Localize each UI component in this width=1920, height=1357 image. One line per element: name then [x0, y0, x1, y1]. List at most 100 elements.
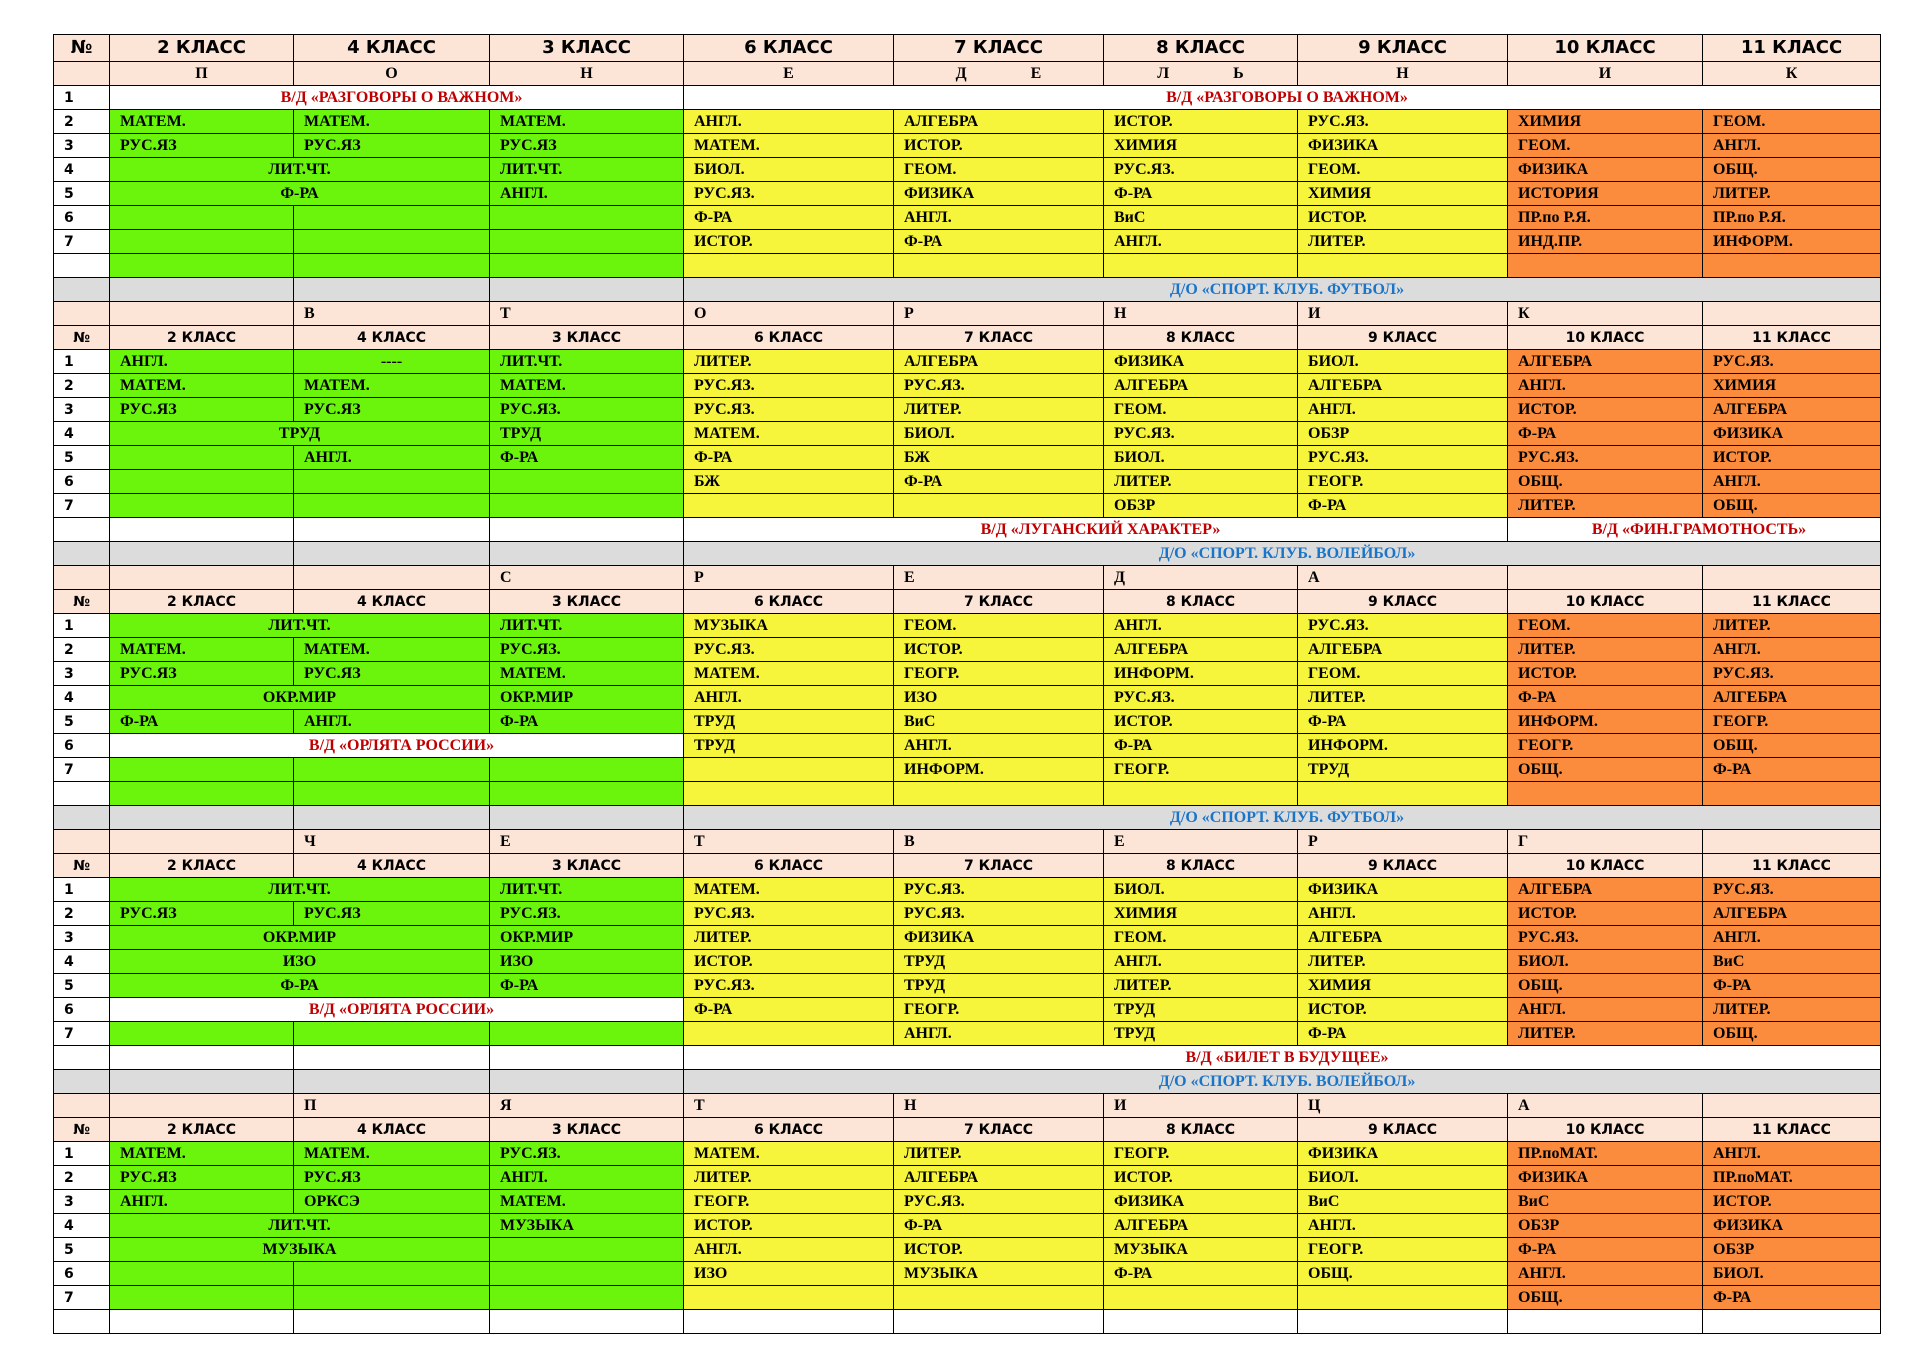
lesson-cell: ЛИТЕР.	[683, 1165, 894, 1190]
lesson-cell	[293, 253, 490, 278]
class-header: 2 КЛАСС	[109, 589, 294, 614]
lesson-cell: АЛГЕБРА	[1507, 877, 1703, 902]
lesson-cell	[489, 1237, 684, 1262]
lesson-cell: ТРУД	[683, 709, 894, 734]
class-header: 2 КЛАСС	[109, 325, 294, 350]
day-letter: Р	[683, 565, 894, 590]
lesson-cell: Ф-РА	[489, 709, 684, 734]
lesson-cell: МАТЕМ.	[293, 373, 490, 398]
lesson-cell: ГЕОМ.	[893, 157, 1104, 182]
lesson-cell	[293, 1309, 490, 1334]
lesson-cell: ФИЗИКА	[1297, 877, 1508, 902]
lesson-cell: ТРУД	[683, 733, 894, 758]
lesson-cell: АНГЛ.	[293, 709, 490, 734]
lesson-cell: ГЕОГР.	[893, 661, 1104, 686]
day-letter: Д Е	[893, 61, 1104, 86]
lesson-cell	[109, 1045, 294, 1070]
lesson-cell	[293, 541, 490, 566]
lesson-cell: РУС.ЯЗ.	[1297, 613, 1508, 638]
lesson-cell	[893, 781, 1104, 806]
lesson-cell: ФИЗИКА	[1702, 1213, 1881, 1238]
lesson-cell: ТРУД	[1103, 997, 1298, 1022]
lesson-number: 3	[53, 397, 110, 422]
lesson-cell: ОБЩ.	[1507, 469, 1703, 494]
lesson-cell: ЛИТ.ЧТ.	[489, 349, 684, 374]
lesson-cell	[1297, 1309, 1508, 1334]
lesson-cell: ЛИТЕР.	[683, 349, 894, 374]
lesson-row: В/Д «БИЛЕТ В БУДУЩЕЕ»	[53, 1045, 1881, 1070]
lesson-cell: ФИЗИКА	[893, 925, 1104, 950]
lesson-cell: ОБЗР	[1507, 1213, 1703, 1238]
lesson-cell	[293, 1285, 490, 1310]
day-letter: А	[1507, 1093, 1703, 1118]
lesson-row: Д/О «СПОРТ. КЛУБ. ФУТБОЛ»	[53, 805, 1881, 830]
class-header: №	[53, 589, 110, 614]
lesson-cell	[293, 493, 490, 518]
class-header: 3 КЛАСС	[489, 34, 684, 62]
lesson-cell: ЛИТЕР.	[1507, 637, 1703, 662]
lesson-cell	[489, 1261, 684, 1286]
lesson-cell	[293, 1045, 490, 1070]
lesson-cell	[109, 277, 294, 302]
lesson-row: 6 Ф-РА АНГЛ. ВиС ИСТОР. ПР.по Р.Я. ПР.по Р.Я.	[53, 205, 1881, 230]
class-header: 4 КЛАСС	[293, 853, 490, 878]
lesson-cell: ПР.по Р.Я.	[1702, 205, 1881, 230]
lesson-cell	[683, 1021, 894, 1046]
day-letter: Н	[489, 61, 684, 86]
lesson-number: 4	[53, 157, 110, 182]
lesson-cell	[109, 781, 294, 806]
day-letter	[109, 565, 294, 590]
lesson-cell: АНГЛ.	[683, 109, 894, 134]
lesson-cell: АНГЛ.	[1507, 1261, 1703, 1286]
day-letter	[53, 565, 110, 590]
lesson-cell	[293, 469, 490, 494]
lesson-cell: ИСТОР.	[1297, 205, 1508, 230]
lesson-number: 6	[53, 997, 110, 1022]
lesson-row: 2 РУС.ЯЗ РУС.ЯЗ РУС.ЯЗ. РУС.ЯЗ. РУС.ЯЗ. ХИМИЯ А…	[53, 901, 1881, 926]
lesson-cell: МАТЕМ.	[293, 1141, 490, 1166]
lesson-cell: РУС.ЯЗ.	[893, 877, 1104, 902]
class-header: 7 КЛАСС	[893, 325, 1104, 350]
lesson-cell: БИОЛ.	[893, 421, 1104, 446]
lesson-cell: ФИЗИКА	[1702, 421, 1881, 446]
lesson-cell: ФИЗИКА	[1297, 133, 1508, 158]
lesson-cell: РУС.ЯЗ.	[489, 901, 684, 926]
class-header: 7 КЛАСС	[893, 1117, 1104, 1142]
lesson-row: 3 ОКР.МИР ОКР.МИР ЛИТЕР. ФИЗИКА ГЕОМ. АЛГЕБРА Р…	[53, 925, 1881, 950]
class-header: 11 КЛАСС	[1702, 1117, 1881, 1142]
lesson-cell: Ф-РА	[1702, 757, 1881, 782]
class-header: 10 КЛАСС	[1507, 1117, 1703, 1142]
lesson-cell: ФИЗИКА	[1103, 349, 1298, 374]
lesson-cell: БИОЛ.	[1297, 1165, 1508, 1190]
day-letter: Н	[1297, 61, 1508, 86]
class-header: 9 КЛАСС	[1297, 853, 1508, 878]
lesson-cell	[293, 517, 490, 542]
lesson-cell: АЛГЕБРА	[1297, 637, 1508, 662]
lesson-cell: Ф-РА	[893, 469, 1104, 494]
lesson-cell: АНГЛ.	[1702, 637, 1881, 662]
lesson-cell: Ф-РА	[1297, 493, 1508, 518]
lesson-cell: ГЕОМ.	[1297, 661, 1508, 686]
lesson-cell: ОКР.МИР	[109, 685, 490, 710]
lesson-cell: Ф-РА	[109, 973, 490, 998]
lesson-cell: ОКР.МИР	[109, 925, 490, 950]
lesson-cell: ОКР.МИР	[489, 925, 684, 950]
lesson-cell: МАТЕМ.	[109, 109, 294, 134]
lesson-cell: АНГЛ.	[1702, 133, 1881, 158]
lesson-row: 6 В/Д «ОРЛЯТА РОССИИ» Ф-РА ГЕОГР. ТРУД ИСТОР.…	[53, 997, 1881, 1022]
lesson-cell	[293, 757, 490, 782]
lesson-row: Д/О «СПОРТ. КЛУБ. ФУТБОЛ»	[53, 277, 1881, 302]
class-header: 10 КЛАСС	[1507, 325, 1703, 350]
lesson-cell: АНГЛ.	[1297, 901, 1508, 926]
lesson-cell: АЛГЕБРА	[1702, 901, 1881, 926]
lesson-cell: ПР.поМАТ.	[1507, 1141, 1703, 1166]
class-header: 6 КЛАСС	[683, 1117, 894, 1142]
lesson-cell: Ф-РА	[109, 709, 294, 734]
lesson-number: 1	[53, 349, 110, 374]
lesson-cell: ТРУД	[1297, 757, 1508, 782]
lesson-cell: АНГЛ.	[109, 1189, 294, 1214]
lesson-cell: ИЗО	[109, 949, 490, 974]
lesson-row: 1 АНГЛ. ---- ЛИТ.ЧТ. ЛИТЕР. АЛГЕБРА ФИЗИКА БИОЛ…	[53, 349, 1881, 374]
lesson-cell	[109, 229, 294, 254]
